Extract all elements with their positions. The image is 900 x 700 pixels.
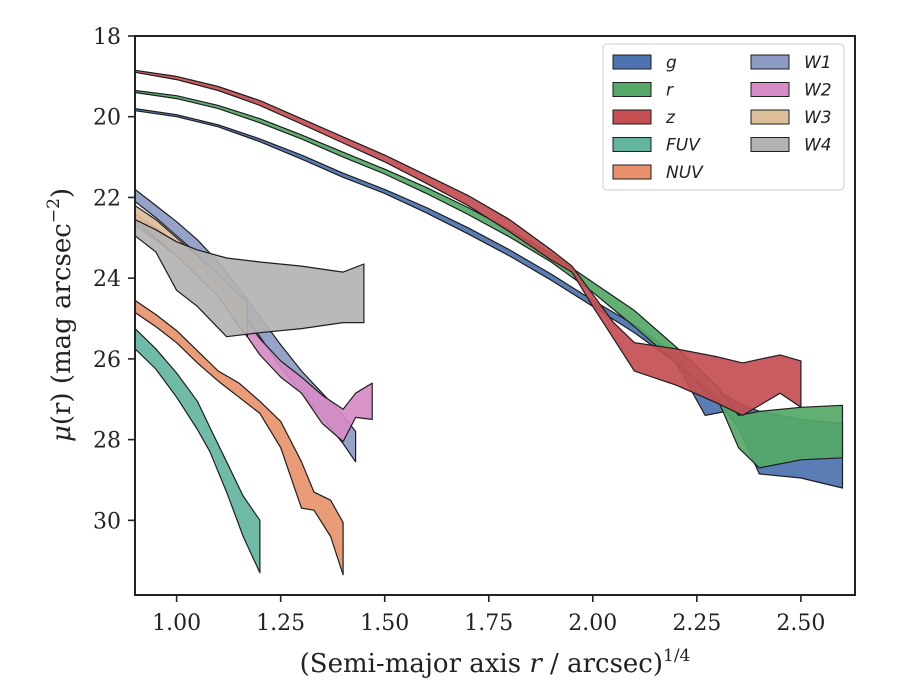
legend-swatch-w4	[750, 137, 790, 152]
band-w4	[135, 219, 365, 338]
y-tick-label: 28	[93, 429, 121, 454]
band-fuv	[135, 328, 261, 574]
legend: grz FUV NUV W1 W2 W3 W4	[602, 43, 845, 191]
legend-swatch-g	[612, 54, 652, 70]
legend-swatch-r	[612, 82, 652, 97]
x-tick-label: 1.50	[360, 611, 409, 636]
band-nuv	[135, 299, 344, 576]
plot-frame	[134, 35, 856, 596]
legend-label-fuv: FUV	[666, 136, 701, 156]
legend-label-w3: W3	[804, 108, 832, 128]
legend-label-g: g	[666, 53, 677, 73]
axes: 1.00 1.25 1.50 1.75 2.00 2.25 2.50 18 20 22 24 26 28…	[93, 25, 856, 636]
x-tick-label: 1.00	[152, 611, 201, 636]
x-tick-label: 1.75	[464, 611, 513, 636]
band-r	[135, 89, 844, 469]
legend-label-w1: W1	[804, 53, 832, 73]
y-tick-label: 24	[93, 267, 121, 292]
legend-swatch-fuv	[612, 137, 652, 152]
y-tick-label: 18	[93, 25, 121, 50]
legend-label-w4: W4	[804, 136, 832, 156]
y-tick-label: 26	[93, 348, 121, 373]
legend-label-w2: W2	[804, 81, 832, 101]
legend-swatch-nuv	[612, 164, 652, 180]
legend-label-z: z	[665, 108, 676, 128]
legend-swatch-z	[612, 109, 652, 125]
x-axis-label: (Semi-major axis r / arcsec)1/4	[300, 646, 691, 679]
legend-label-r: r	[666, 81, 674, 101]
y-tick-label: 22	[93, 186, 121, 211]
legend-swatch-w2	[750, 82, 790, 97]
legend-box	[602, 43, 845, 191]
y-tick-label: 30	[93, 509, 121, 534]
x-tick-label: 1.25	[256, 611, 305, 636]
profile-bands	[135, 69, 844, 576]
legend-label-nuv: NUV	[666, 163, 704, 183]
x-tick-label: 2.50	[776, 611, 825, 636]
legend-swatch-w3	[750, 109, 790, 125]
legend-swatch-w1	[750, 54, 790, 70]
x-tick-label: 2.00	[568, 611, 617, 636]
x-tick-label: 2.25	[672, 611, 721, 636]
band-z	[135, 69, 802, 416]
y-axis-label: μ(r) (mag arcsec−2)	[44, 188, 77, 442]
y-tick-label: 20	[93, 106, 121, 131]
